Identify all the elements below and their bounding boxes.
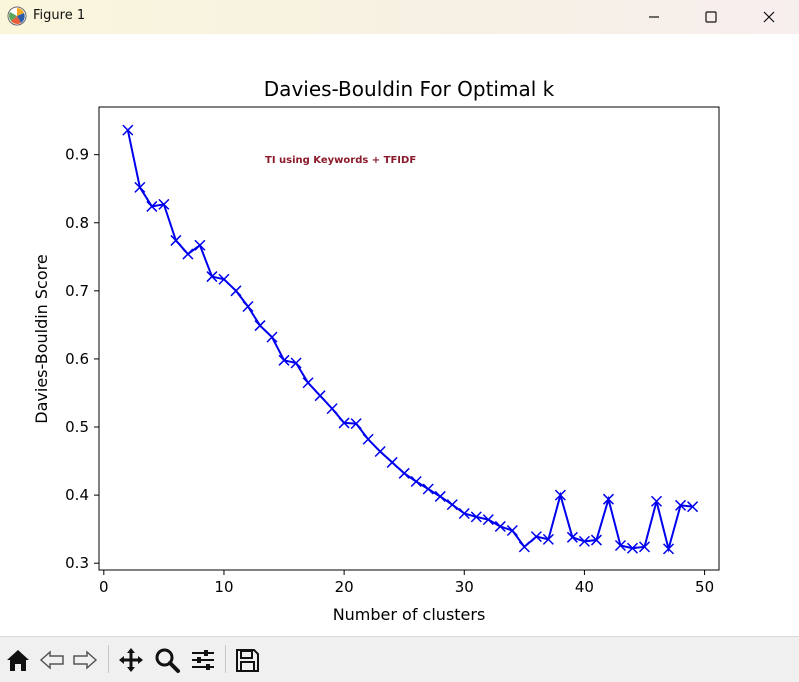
data-point-marker	[314, 390, 326, 402]
navigation-toolbar	[0, 636, 799, 682]
data-point-marker	[398, 467, 410, 479]
configure-subplots-button[interactable]	[188, 645, 218, 675]
data-point-marker	[170, 234, 182, 246]
forward-button[interactable]	[70, 645, 100, 675]
figure-canvas: Davies-Bouldin For Optimal k Number of c…	[0, 34, 799, 636]
save-button[interactable]	[232, 645, 262, 675]
y-tick-label: 0.3	[65, 554, 89, 572]
x-tick-label: 0	[99, 578, 109, 596]
data-point-marker	[494, 520, 506, 532]
data-point-marker	[254, 320, 266, 332]
forward-icon	[73, 650, 98, 670]
data-point-marker	[434, 490, 446, 502]
title-bar: Figure 1	[0, 0, 799, 34]
back-icon	[39, 650, 64, 670]
zoom-button[interactable]	[152, 645, 182, 675]
save-icon	[236, 649, 259, 672]
data-point-marker	[386, 456, 398, 468]
data-point-marker	[326, 403, 338, 415]
data-point-marker	[422, 483, 434, 495]
x-tick-label: 10	[214, 578, 233, 596]
toolbar-separator	[225, 645, 226, 673]
data-point-marker	[506, 524, 518, 537]
home-icon	[7, 650, 29, 671]
close-button[interactable]	[740, 0, 798, 34]
data-point-marker	[206, 271, 218, 283]
y-axis-label: Davies-Bouldin Score	[32, 254, 51, 423]
y-tick-label: 0.7	[65, 282, 89, 300]
data-point-marker	[446, 499, 458, 511]
data-point-marker	[410, 475, 422, 488]
chart-title: Davies-Bouldin For Optimal k	[264, 77, 555, 101]
data-point-marker	[302, 377, 314, 389]
x-tick-label: 50	[695, 578, 714, 596]
data-point-marker	[290, 357, 302, 369]
data-point-marker	[614, 539, 627, 552]
data-point-marker	[218, 273, 230, 285]
close-icon	[763, 11, 775, 23]
data-point-marker	[374, 445, 386, 458]
plot-area	[98, 106, 720, 571]
x-tick-label: 40	[575, 578, 594, 596]
data-point-marker	[194, 239, 206, 251]
data-point-marker	[266, 331, 278, 343]
data-point-marker	[675, 499, 687, 511]
window-title: Figure 1	[33, 8, 86, 23]
data-point-marker	[530, 531, 542, 543]
y-tick-label: 0.9	[65, 146, 89, 164]
data-point-marker	[146, 200, 158, 212]
data-point-marker	[663, 543, 675, 555]
x-axis-label: Number of clusters	[333, 605, 486, 624]
series-line	[126, 129, 693, 553]
data-point-marker	[554, 489, 566, 501]
data-point-marker	[542, 533, 554, 545]
data-point-marker	[242, 300, 254, 313]
back-button[interactable]	[37, 645, 67, 675]
data-point-marker	[122, 124, 134, 136]
data-point-marker	[278, 354, 290, 366]
data-point-marker	[158, 198, 170, 210]
data-point-marker	[590, 534, 602, 546]
toolbar-separator	[108, 645, 109, 673]
configure-subplots-icon	[192, 650, 214, 670]
x-tick-label: 20	[335, 578, 354, 596]
data-point-marker	[650, 495, 663, 507]
data-point-marker	[182, 248, 194, 260]
y-tick-label: 0.5	[65, 418, 89, 436]
data-point-marker	[362, 433, 374, 445]
chart-svg: Davies-Bouldin For Optimal k Number of c…	[32, 77, 720, 624]
data-point-marker	[134, 181, 146, 193]
maximize-button[interactable]	[682, 0, 740, 34]
zoom-icon	[155, 648, 180, 673]
data-point-marker	[638, 541, 651, 553]
data-point-marker	[350, 418, 362, 430]
pan-button[interactable]	[116, 645, 146, 675]
data-point-marker	[566, 531, 578, 543]
y-tick-label: 0.6	[65, 350, 89, 368]
data-point-marker	[626, 542, 639, 554]
data-point-marker	[482, 514, 494, 526]
y-tick-label: 0.4	[65, 486, 89, 504]
minimize-button[interactable]	[625, 0, 683, 34]
data-point-marker	[338, 417, 350, 429]
data-point-marker	[470, 511, 482, 523]
matplotlib-app-icon	[7, 6, 27, 26]
maximize-icon	[705, 11, 717, 23]
data-point-marker	[687, 501, 699, 513]
data-point-marker	[578, 535, 590, 547]
chart-annotation: TI using Keywords + TFIDF	[265, 155, 416, 166]
pan-icon	[119, 648, 143, 672]
minimize-icon	[649, 16, 659, 18]
data-point-marker	[602, 493, 614, 505]
data-point-marker	[518, 541, 530, 553]
data-point-marker	[458, 507, 470, 520]
home-button[interactable]	[3, 645, 33, 675]
data-point-marker	[230, 285, 242, 297]
x-tick-label: 30	[455, 578, 474, 596]
y-tick-label: 0.8	[65, 214, 89, 232]
